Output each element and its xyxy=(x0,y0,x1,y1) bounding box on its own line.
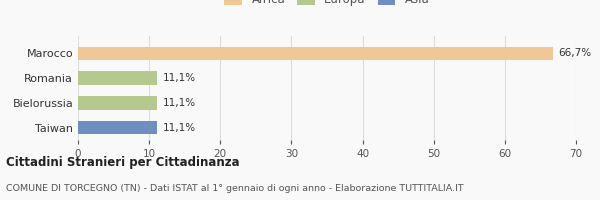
Text: 11,1%: 11,1% xyxy=(163,98,196,108)
Text: 11,1%: 11,1% xyxy=(163,123,196,133)
Text: 66,7%: 66,7% xyxy=(558,48,592,58)
Bar xyxy=(78,71,157,85)
Text: COMUNE DI TORCEGNO (TN) - Dati ISTAT al 1° gennaio di ogni anno - Elaborazione T: COMUNE DI TORCEGNO (TN) - Dati ISTAT al … xyxy=(6,184,464,193)
Text: 11,1%: 11,1% xyxy=(163,73,196,83)
Legend: Africa, Europa, Asia: Africa, Europa, Asia xyxy=(220,0,434,10)
Text: Cittadini Stranieri per Cittadinanza: Cittadini Stranieri per Cittadinanza xyxy=(6,156,239,169)
Bar xyxy=(78,121,157,134)
Bar xyxy=(78,47,553,60)
Bar xyxy=(78,96,157,110)
